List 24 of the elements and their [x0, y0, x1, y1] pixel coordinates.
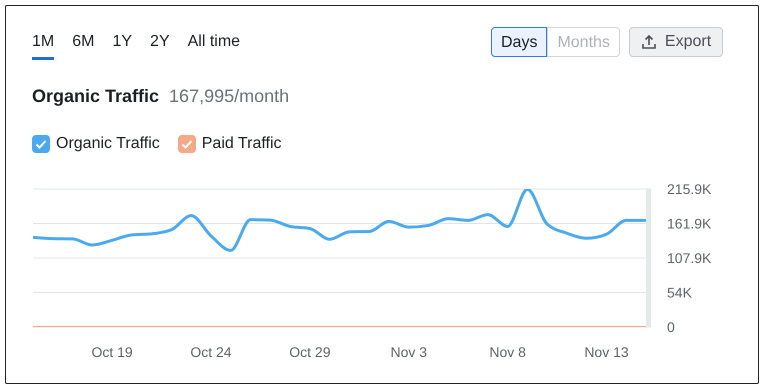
- y-tick-label: 54K: [667, 284, 693, 300]
- x-tick-label: Oct 29: [289, 344, 331, 360]
- y-tick-label: 161.9K: [667, 215, 712, 232]
- x-tick-label: Nov 3: [390, 344, 428, 360]
- text: 6M: [72, 33, 94, 50]
- x-tick-label: Nov 13: [584, 344, 629, 360]
- chart-subtitle: 167,995/month: [169, 86, 290, 106]
- chart-title: Organic Traffic: [32, 86, 160, 106]
- text: 1Y: [112, 33, 132, 50]
- text: 1M: [32, 33, 54, 50]
- y-tick-label: 215.9K: [667, 180, 712, 197]
- text: All time: [188, 33, 240, 50]
- text: 2Y: [150, 33, 170, 50]
- text: Export: [664, 33, 712, 51]
- y-tick-label: 0: [667, 318, 675, 335]
- y-tick-label: 107.9K: [667, 250, 712, 266]
- text: Days: [501, 34, 538, 51]
- x-tick-label: Oct 24: [190, 344, 232, 360]
- legend-label: Organic Traffic: [56, 135, 160, 153]
- x-tick-label: Oct 19: [91, 344, 133, 360]
- x-tick-label: Nov 8: [489, 344, 526, 360]
- legend-label: Paid Traffic: [202, 135, 282, 153]
- line-series: [33, 189, 648, 252]
- text: Months: [557, 34, 610, 51]
